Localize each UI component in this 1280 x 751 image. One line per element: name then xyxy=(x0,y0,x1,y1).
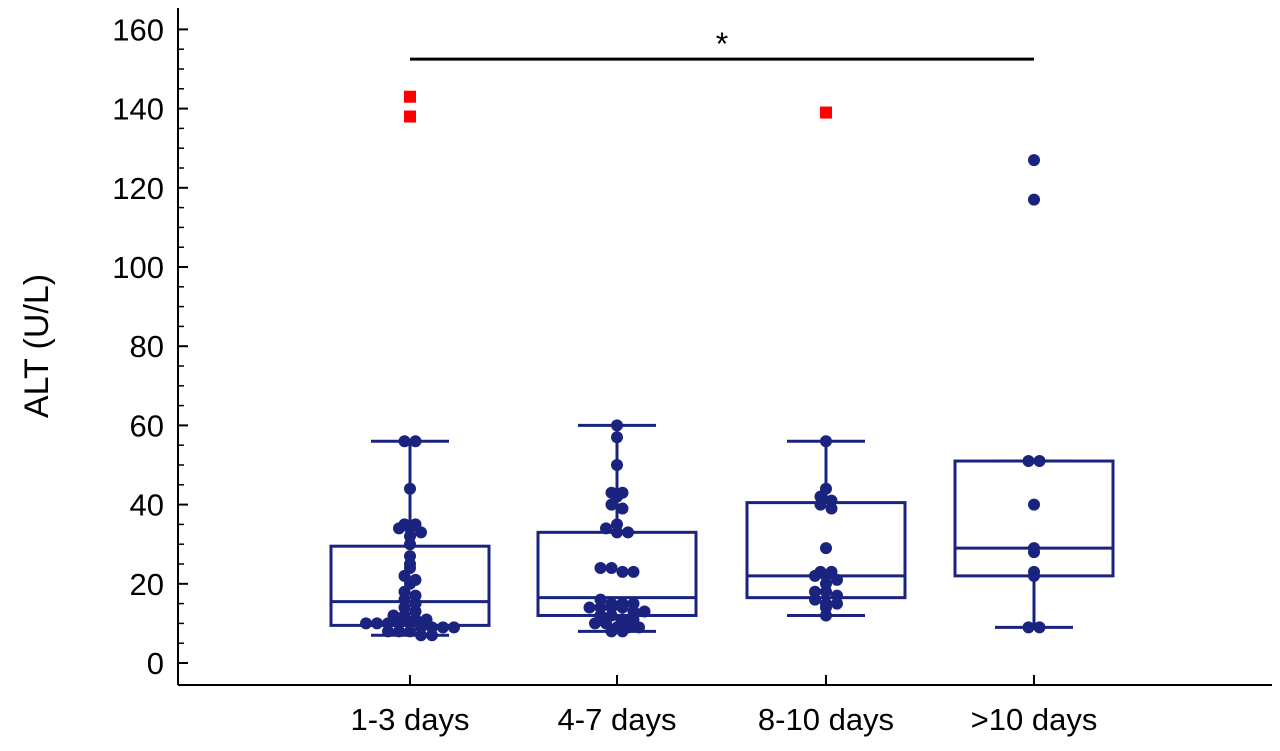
data-point xyxy=(1028,498,1040,511)
y-axis-title: ALT (U/L) xyxy=(18,274,56,418)
data-point xyxy=(809,585,821,598)
data-point xyxy=(616,502,629,515)
data-point xyxy=(605,561,618,574)
data-point xyxy=(616,597,629,610)
data-point xyxy=(371,617,383,630)
outlier-point xyxy=(820,106,832,119)
data-point xyxy=(1028,565,1040,578)
data-point xyxy=(820,435,832,448)
data-point xyxy=(398,435,411,448)
box-group xyxy=(953,154,1115,634)
data-point xyxy=(831,589,843,602)
outlier-point xyxy=(404,110,416,123)
data-point xyxy=(360,617,372,630)
data-point xyxy=(814,565,827,578)
x-tick-label: >10 days xyxy=(971,702,1098,737)
data-point xyxy=(594,561,607,574)
x-tick-label: 8-10 days xyxy=(758,702,894,737)
data-point xyxy=(616,613,629,626)
data-point xyxy=(616,486,629,499)
y-tick-label: 60 xyxy=(130,408,164,443)
data-point xyxy=(1022,455,1035,468)
y-tick-label: 0 xyxy=(147,646,164,681)
data-point xyxy=(1028,542,1040,555)
data-point xyxy=(611,459,623,471)
data-point xyxy=(409,573,422,586)
data-point xyxy=(825,565,838,578)
data-point xyxy=(409,589,422,602)
y-tick-label: 80 xyxy=(130,329,164,364)
x-tick-label: 1-3 days xyxy=(351,702,470,737)
y-tick-label: 160 xyxy=(112,12,164,47)
data-point xyxy=(627,597,640,610)
data-point xyxy=(448,621,460,634)
data-point xyxy=(627,565,640,578)
data-point xyxy=(600,522,612,535)
y-tick-label: 20 xyxy=(130,567,164,602)
data-point xyxy=(605,597,618,610)
data-point xyxy=(820,542,832,555)
box-series xyxy=(329,90,1115,642)
box-group xyxy=(329,90,491,642)
data-point xyxy=(1028,193,1040,206)
data-point xyxy=(409,435,422,448)
data-point xyxy=(611,518,623,531)
data-point xyxy=(638,605,651,618)
significance-annotation: * xyxy=(410,26,1034,62)
data-point xyxy=(1033,455,1046,468)
box-group xyxy=(745,106,907,622)
significance-label: * xyxy=(716,26,728,62)
data-point xyxy=(820,482,832,495)
data-point xyxy=(398,518,411,531)
data-point xyxy=(1033,621,1046,634)
axes: 0 20 40 60 80 100 120 140 160 1-3 days 4-7 days 8-1… xyxy=(112,8,1272,737)
x-tick-label: 4-7 days xyxy=(558,702,677,737)
data-point xyxy=(404,482,416,495)
y-tick-label: 120 xyxy=(112,171,164,206)
data-point xyxy=(611,431,623,444)
data-point xyxy=(820,597,832,610)
data-point xyxy=(1028,154,1040,167)
data-point xyxy=(616,565,629,578)
data-point xyxy=(437,621,449,634)
outlier-point xyxy=(404,90,416,103)
data-point xyxy=(825,494,838,507)
y-tick-label: 140 xyxy=(112,92,164,127)
data-point xyxy=(387,609,400,622)
data-point xyxy=(409,518,422,531)
data-point xyxy=(404,550,416,563)
data-point xyxy=(622,526,634,539)
y-tick-label: 100 xyxy=(112,250,164,285)
data-point xyxy=(420,613,433,626)
y-tick-label: 40 xyxy=(130,488,164,523)
data-point xyxy=(611,419,623,432)
data-point xyxy=(1022,621,1035,634)
box-iqr xyxy=(953,459,1115,578)
data-point xyxy=(605,486,618,499)
box-group xyxy=(536,419,698,638)
data-point xyxy=(594,593,607,606)
data-point xyxy=(583,601,596,614)
